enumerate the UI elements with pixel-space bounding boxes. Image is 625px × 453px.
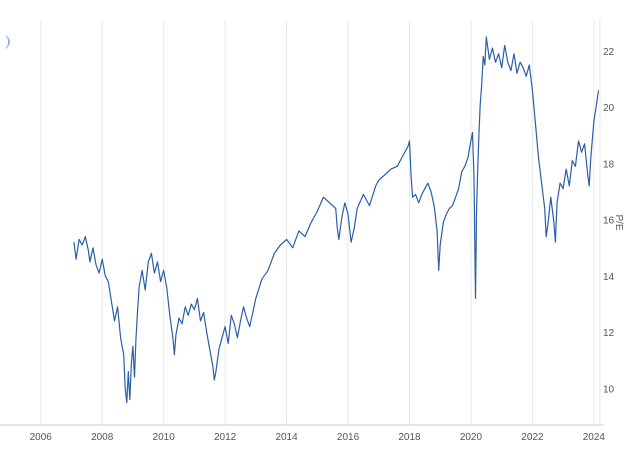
- x-tick-label: 2018: [398, 432, 421, 443]
- y-tick-label: 18: [603, 159, 615, 170]
- y-axis-title: P/E: [613, 214, 624, 230]
- x-tick-label: 2022: [521, 432, 544, 443]
- x-tick-label: 2008: [91, 432, 114, 443]
- x-tick-label: 2020: [460, 432, 483, 443]
- pe-series-line: [73, 36, 600, 404]
- y-tick-label: 14: [603, 272, 615, 283]
- x-tick-label: 2024: [583, 432, 606, 443]
- y-tick-label: 16: [603, 216, 615, 227]
- y-tick-label: 10: [603, 384, 615, 395]
- vertical-grid: [40, 20, 601, 425]
- y-axis-ticks: 10 12 14 16 18 20 22: [603, 47, 615, 396]
- x-axis-ticks: 2006 2008 2010 2012 2014 2016 2018 2020 2022 2024: [30, 432, 606, 443]
- x-tick-label: 2014: [275, 432, 298, 443]
- x-tick-label: 2016: [337, 432, 360, 443]
- x-tick-label: 2006: [30, 432, 53, 443]
- y-tick-label: 12: [603, 328, 615, 339]
- y-tick-label: 22: [603, 47, 615, 58]
- x-tick-label: 2012: [214, 432, 237, 443]
- crescent-icon: [3, 35, 10, 49]
- y-tick-label: 20: [603, 103, 615, 114]
- x-tick-label: 2010: [153, 432, 176, 443]
